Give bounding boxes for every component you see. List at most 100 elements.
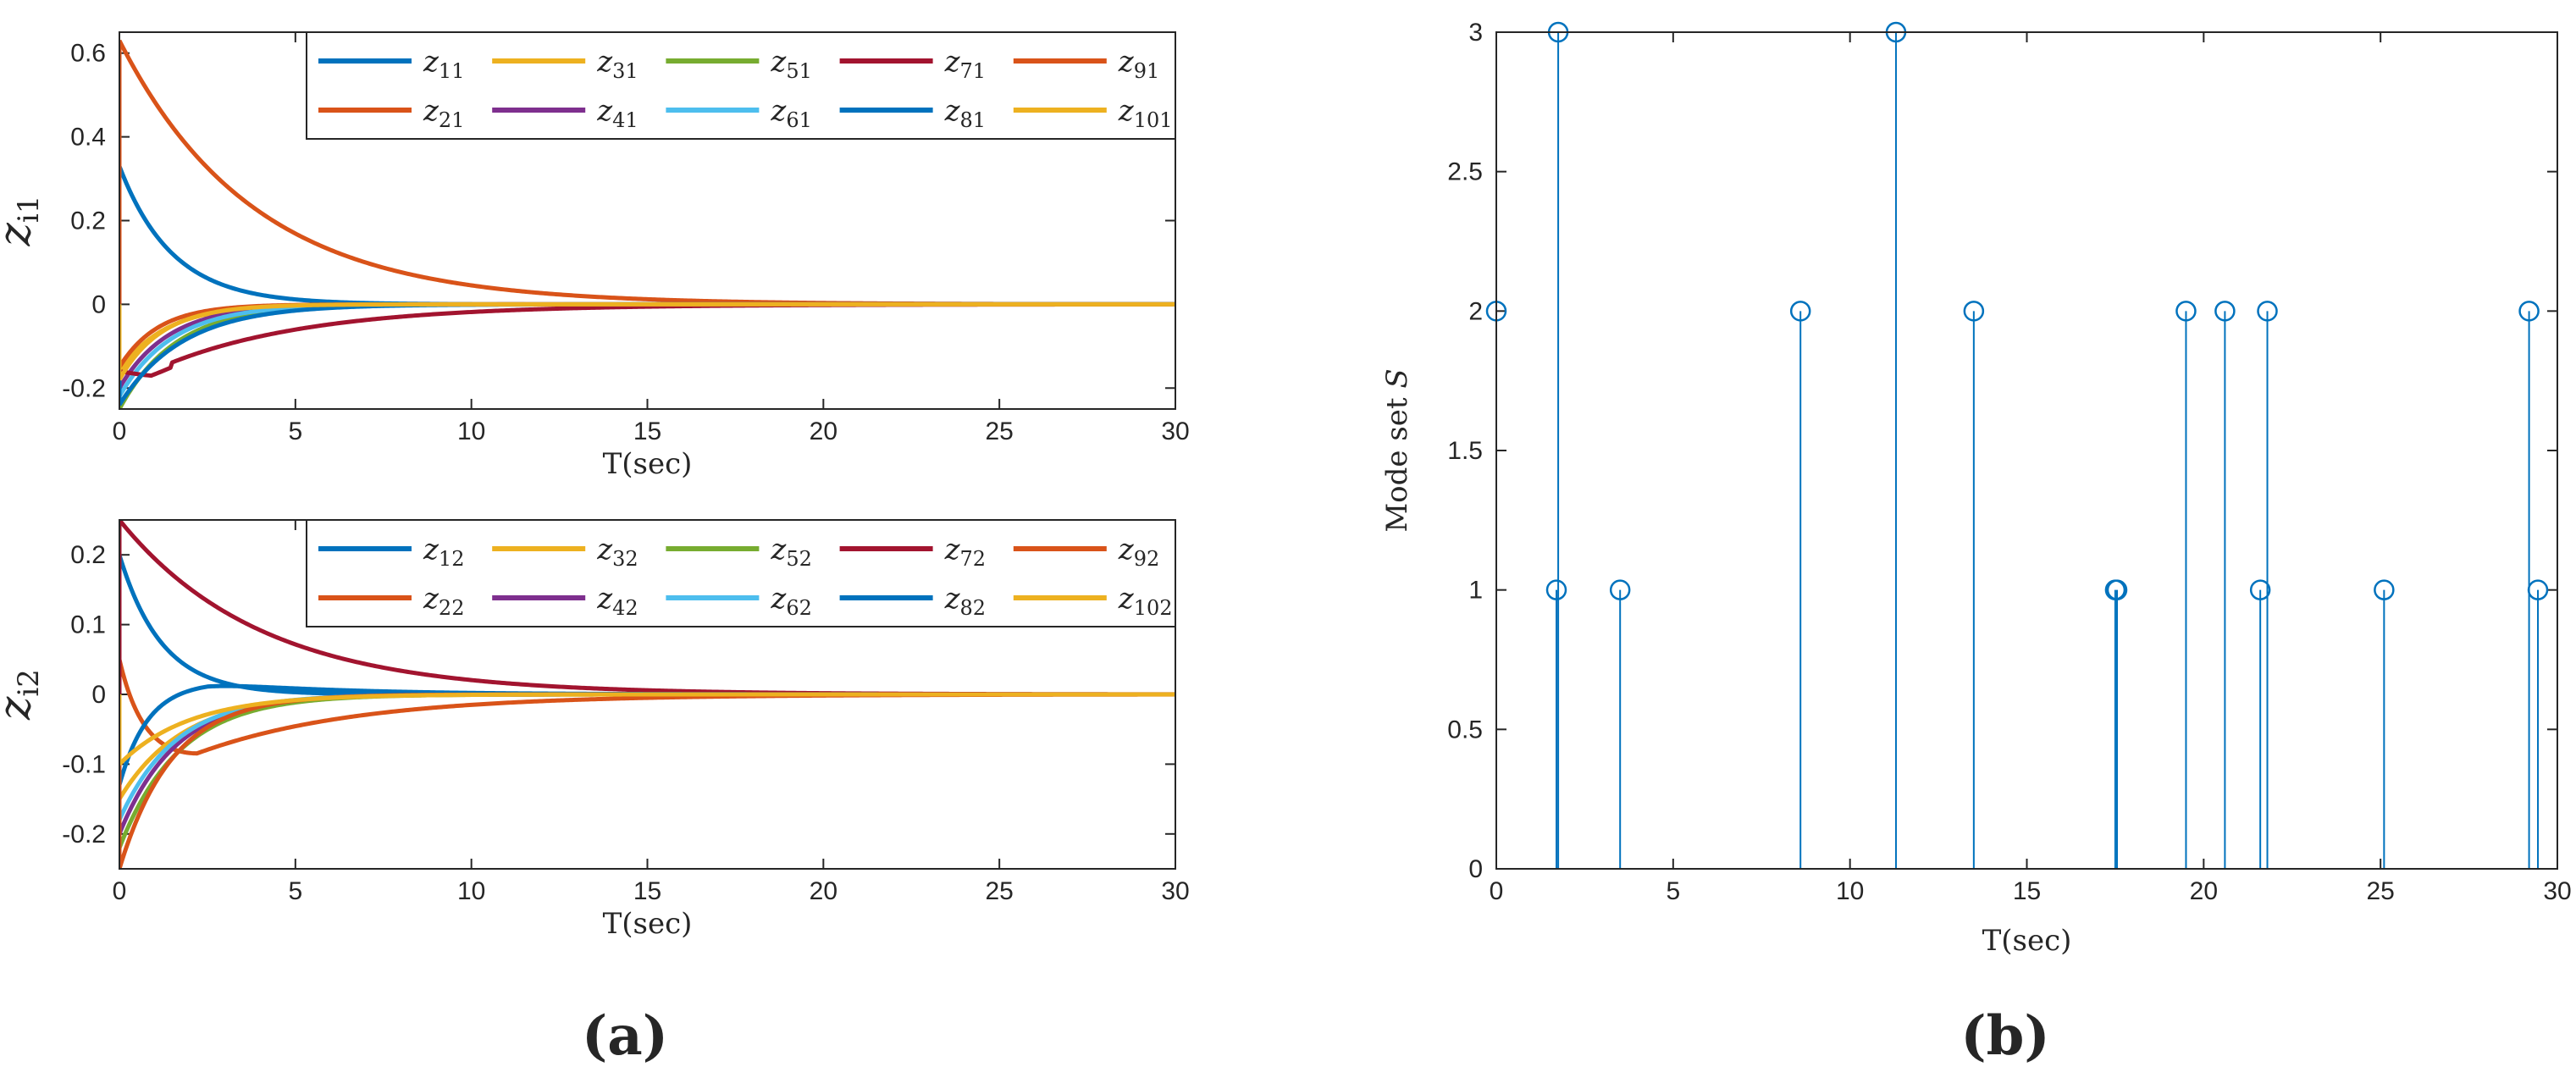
stem-marker: [2106, 579, 2128, 600]
mode-ylabel-italic: S: [1380, 368, 1414, 388]
legend-label-base: z: [770, 582, 787, 616]
legend-label-z31: z31: [596, 45, 638, 83]
mode-ytick-label: 2: [1468, 297, 1483, 325]
mode-xtick-label: 20: [2190, 877, 2218, 905]
legend-label-z52: z52: [770, 533, 811, 571]
legend-label-z61: z61: [770, 94, 811, 132]
zi1-series-group: [119, 39, 1175, 409]
legend-label-z92: z92: [1118, 533, 1159, 571]
legend-label-sub: 92: [1134, 547, 1160, 571]
zi2-xtick-label: 20: [810, 877, 837, 905]
stem-marker: [2175, 301, 2197, 322]
mode-ytick-label: 1: [1468, 577, 1483, 605]
legend-label-base: z: [770, 45, 787, 79]
mode-ylabel: Mode set S: [1380, 368, 1414, 532]
zi2-xtick-label: 10: [457, 877, 485, 905]
series-z101-line: [119, 301, 1175, 381]
series-z102-line: [119, 692, 1175, 766]
stem-marker: [1609, 579, 1631, 600]
stem-marker: [2527, 579, 2549, 600]
mode-xlabel: T(sec): [1982, 924, 2072, 958]
mode-xtick-label: 15: [2013, 877, 2041, 905]
zi1-ylabel: zi1: [0, 196, 46, 247]
zi2-xtick-label: 5: [288, 877, 302, 905]
chart-zi1: 0 5 10 15 20 25 30-0.200.20.40.6 z11z21z31z41z5…: [0, 31, 1190, 481]
legend-label-z21: z21: [423, 94, 464, 132]
zi2-ylabel-sub: i2: [12, 669, 46, 697]
legend-label-base: z: [944, 94, 961, 128]
mode-ytick-label: 2.5: [1447, 158, 1483, 186]
legend-label-sub: 42: [612, 596, 638, 620]
zi2-ytick-label: -0.2: [62, 821, 106, 849]
legend-label-base: z: [596, 45, 613, 79]
zi1-ylabel-sub: i1: [12, 196, 46, 224]
zi1-legend-box: [306, 31, 1176, 140]
zi1-ytick-label: 0.6: [70, 40, 106, 68]
legend-label-base: z: [423, 94, 439, 128]
mode-xtick-label: 25: [2366, 877, 2394, 905]
zi2-series-group: [119, 520, 1175, 869]
mode-ytick-label: 1.5: [1447, 437, 1483, 465]
legend-label-sub: 41: [612, 108, 638, 132]
legend-label-z41: z41: [596, 94, 638, 132]
zi2-xtick-label: 0: [113, 877, 127, 905]
stem-marker: [2518, 301, 2540, 322]
zi1-xtick-label: 0: [113, 417, 127, 445]
mode-xtick-label: 10: [1836, 877, 1864, 905]
zi1-xtick-label: 10: [457, 417, 485, 445]
zi2-xtick-label: 25: [985, 877, 1013, 905]
legend-label-sub: 22: [439, 596, 465, 620]
stem-marker: [2374, 579, 2395, 600]
zi1-ytick-label: 0.4: [70, 124, 106, 152]
legend-label-sub: 101: [1134, 108, 1173, 132]
zi1-ylabel-base: z: [0, 222, 41, 246]
mode-plot-area: [1496, 32, 2557, 869]
legend-label-sub: 81: [960, 108, 987, 132]
legend-label-sub: 11: [439, 59, 465, 83]
zi2-xlabel: T(sec): [603, 907, 693, 941]
legend-label-base: z: [944, 533, 961, 567]
legend-label-base: z: [1118, 45, 1135, 79]
legend-label-sub: 102: [1134, 596, 1173, 620]
chart-mode: 0 5 10 15 20 25 30 0 0.5 1 1.5 2 2.5 3 T(sec) Mode set …: [1380, 19, 2572, 958]
stem-marker: [1789, 301, 1811, 322]
mode-xtick-label: 30: [2543, 877, 2571, 905]
zi1-xlabel: T(sec): [603, 447, 693, 481]
legend-label-z101: z101: [1118, 94, 1173, 132]
mode-xtick-label: 0: [1490, 877, 1504, 905]
zi2-xtick-label: 15: [633, 877, 661, 905]
mode-ytick-label: 3: [1468, 19, 1483, 47]
legend-label-sub: 72: [960, 547, 987, 571]
legend-label-sub: 61: [786, 108, 812, 132]
legend-label-sub: 71: [960, 59, 987, 83]
zi2-axes-box: [119, 519, 1176, 870]
legend-label-sub: 31: [612, 59, 638, 83]
legend-label-base: z: [423, 533, 439, 567]
caption-b: (b): [1960, 1004, 2049, 1068]
chart-zi2: 0 5 10 15 20 25 30-0.2-0.100.10.2 z12z22z32z42z…: [0, 519, 1190, 941]
zi1-ytick-label: 0: [91, 290, 106, 318]
legend-label-base: z: [1118, 94, 1135, 128]
legend-label-base: z: [1118, 582, 1135, 616]
zi2-ylabel-base: z: [0, 696, 41, 721]
mode-xtick-label: 5: [1666, 877, 1680, 905]
legend-label-z51: z51: [770, 45, 811, 83]
legend-label-base: z: [596, 533, 613, 567]
zi2-ytick-label: -0.1: [62, 750, 106, 778]
legend-label-z72: z72: [944, 533, 986, 571]
legend-label-z91: z91: [1118, 45, 1159, 83]
legend-label-sub: 52: [786, 547, 812, 571]
zi2-ytick-label: 0.1: [70, 611, 106, 639]
stem-marker: [2214, 301, 2236, 322]
legend-label-base: z: [770, 533, 787, 567]
legend-label-sub: 62: [786, 596, 812, 620]
legend-label-base: z: [423, 582, 439, 616]
legend-label-sub: 82: [960, 596, 987, 620]
legend-label-base: z: [770, 94, 787, 128]
legend-label-base: z: [423, 45, 439, 79]
legend-label-z12: z12: [423, 533, 464, 571]
stem-marker: [2249, 579, 2271, 600]
legend-label-base: z: [1118, 533, 1135, 567]
